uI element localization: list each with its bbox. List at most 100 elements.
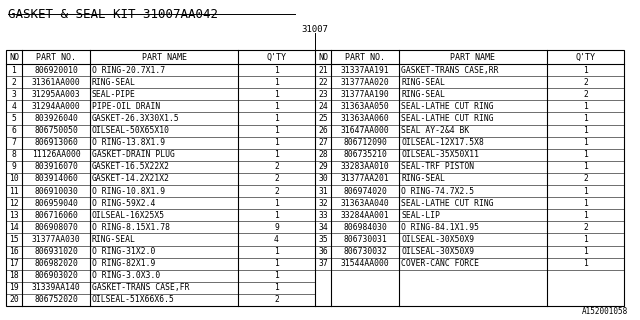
Text: O RING-82X1.9: O RING-82X1.9 [92,259,156,268]
Text: PART NO.: PART NO. [36,52,76,61]
Text: 806920010: 806920010 [34,66,78,75]
Text: 31377AA030: 31377AA030 [31,235,81,244]
Text: O RING-13.8X1.9: O RING-13.8X1.9 [92,138,165,147]
Text: 806750050: 806750050 [34,126,78,135]
Text: 31377AA020: 31377AA020 [340,78,389,87]
Text: 31007: 31007 [301,25,328,34]
Text: 33283AA010: 33283AA010 [340,162,389,171]
Text: 2: 2 [274,174,279,183]
Text: PIPE-OIL DRAIN: PIPE-OIL DRAIN [92,102,160,111]
Text: 1: 1 [583,126,588,135]
Text: 806984030: 806984030 [343,223,387,232]
Text: 7: 7 [12,138,17,147]
Text: 5: 5 [12,114,17,123]
Text: OILSEAL-12X17.5X8: OILSEAL-12X17.5X8 [401,138,484,147]
Text: 1: 1 [583,150,588,159]
Text: 1: 1 [274,211,279,220]
Text: 13: 13 [9,211,19,220]
Text: 11: 11 [9,187,19,196]
Text: 30: 30 [318,174,328,183]
Text: O RING-84.1X1.95: O RING-84.1X1.95 [401,223,479,232]
Text: 1: 1 [583,114,588,123]
Text: 803916070: 803916070 [34,162,78,171]
Text: 1: 1 [583,66,588,75]
Text: NO: NO [9,52,19,61]
Text: 28: 28 [318,150,328,159]
Text: GASKET & SEAL KIT 31007AA042: GASKET & SEAL KIT 31007AA042 [8,8,218,21]
Text: RING-SEAL: RING-SEAL [401,90,445,99]
Text: 1: 1 [274,138,279,147]
Text: PART NAME: PART NAME [451,52,495,61]
Text: 9: 9 [12,162,17,171]
Text: RING-SEAL: RING-SEAL [401,78,445,87]
Text: Q'TY: Q'TY [266,52,287,61]
Text: 2: 2 [583,90,588,99]
Text: A152001058: A152001058 [582,307,628,316]
Text: 17: 17 [9,259,19,268]
Text: 806908070: 806908070 [34,223,78,232]
Text: OILSEAL-30X50X9: OILSEAL-30X50X9 [401,247,474,256]
Text: 31377AA190: 31377AA190 [340,90,389,99]
Text: 1: 1 [274,114,279,123]
Text: 1: 1 [274,90,279,99]
Text: 1: 1 [583,199,588,208]
Text: 2: 2 [583,174,588,183]
Text: 806730032: 806730032 [343,247,387,256]
Text: 1: 1 [274,247,279,256]
Text: 2: 2 [274,162,279,171]
Text: 2: 2 [583,223,588,232]
Text: O RING-74.7X2.5: O RING-74.7X2.5 [401,187,474,196]
Text: Q'TY: Q'TY [575,52,595,61]
Text: 1: 1 [583,259,588,268]
Text: SEAL-LATHE CUT RING: SEAL-LATHE CUT RING [401,102,493,111]
Text: 14: 14 [9,223,19,232]
Text: O RING-10.8X1.9: O RING-10.8X1.9 [92,187,165,196]
Text: 806712090: 806712090 [343,138,387,147]
Text: OILSEAL-35X50X11: OILSEAL-35X50X11 [401,150,479,159]
Text: SEAL-LATHE CUT RING: SEAL-LATHE CUT RING [401,199,493,208]
Text: 31647AA000: 31647AA000 [340,126,389,135]
Text: 31339AA140: 31339AA140 [31,283,81,292]
Text: GASKET-16.5X22X2: GASKET-16.5X22X2 [92,162,170,171]
Text: O RING-59X2.4: O RING-59X2.4 [92,199,156,208]
Text: GASKET-26.3X30X1.5: GASKET-26.3X30X1.5 [92,114,180,123]
Text: 806931020: 806931020 [34,247,78,256]
Text: 803926040: 803926040 [34,114,78,123]
Text: OILSEAL-30X50X9: OILSEAL-30X50X9 [401,235,474,244]
Text: 1: 1 [274,78,279,87]
Text: 31294AA000: 31294AA000 [31,102,81,111]
Text: 1: 1 [583,187,588,196]
Text: 31363AA040: 31363AA040 [340,199,389,208]
Text: 31363AA060: 31363AA060 [340,114,389,123]
Text: 2: 2 [274,295,279,304]
Text: NO: NO [318,52,328,61]
Text: OILSEAL-16X25X5: OILSEAL-16X25X5 [92,211,165,220]
Text: 11126AA000: 11126AA000 [31,150,81,159]
Text: 1: 1 [274,150,279,159]
Text: 806913060: 806913060 [34,138,78,147]
Text: 21: 21 [318,66,328,75]
Bar [6,50,624,306]
Text: O RING-3.0X3.0: O RING-3.0X3.0 [92,271,160,280]
Text: 1: 1 [274,271,279,280]
Text: RING-SEAL: RING-SEAL [401,174,445,183]
Text: 33284AA001: 33284AA001 [340,211,389,220]
Text: 16: 16 [9,247,19,256]
Text: 26: 26 [318,126,328,135]
Text: 4: 4 [274,235,279,244]
Text: 12: 12 [9,199,19,208]
Text: 1: 1 [274,199,279,208]
Text: 19: 19 [9,283,19,292]
Text: 806974020: 806974020 [343,187,387,196]
Text: O RING-31X2.0: O RING-31X2.0 [92,247,156,256]
Text: 1: 1 [274,66,279,75]
Text: 34: 34 [318,223,328,232]
Text: 806903020: 806903020 [34,271,78,280]
Text: SEAL AY-2&4 BK: SEAL AY-2&4 BK [401,126,469,135]
Text: 27: 27 [318,138,328,147]
Text: PART NO.: PART NO. [345,52,385,61]
Text: 806735210: 806735210 [343,150,387,159]
Text: 35: 35 [318,235,328,244]
Text: 1: 1 [12,66,17,75]
Text: 20: 20 [9,295,19,304]
